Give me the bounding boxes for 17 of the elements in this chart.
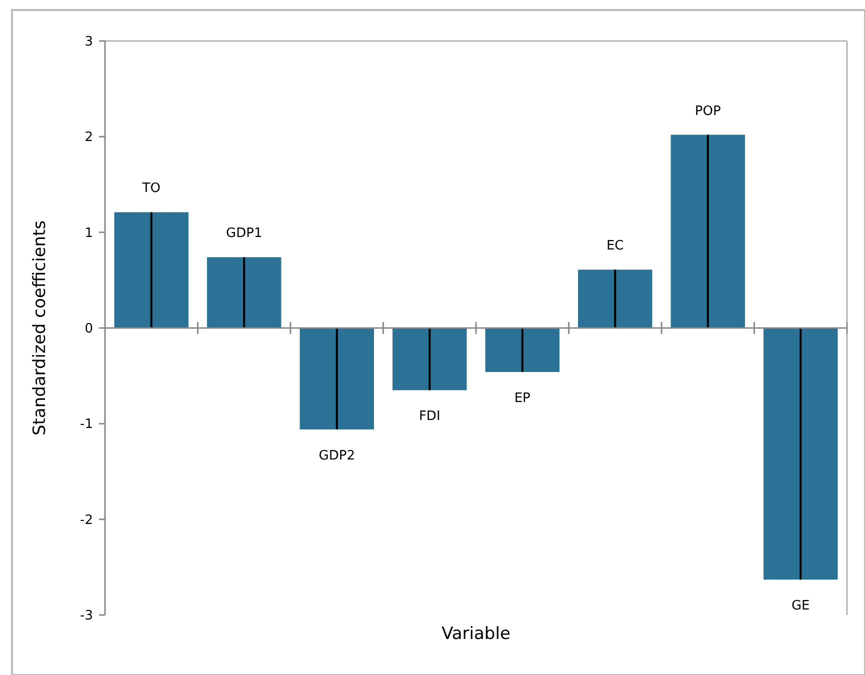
y-tick-label: -3 [80,608,93,624]
x-tick-label: EP [514,391,531,406]
x-tick-label: EC [606,238,624,254]
y-tick-label: -2 [80,512,93,528]
x-tick-label: TO [141,181,160,196]
y-tick-label: 0 [84,322,93,337]
y-tick-label: 1 [84,226,93,241]
y-tick-label: 3 [84,34,93,50]
x-tick-label: FDI [418,409,440,424]
x-tick-label: GE [791,598,810,614]
y-axis-title: Standardized coefficients [30,220,50,436]
y-tick-label: -1 [80,417,93,432]
x-tick-label: GDP1 [226,226,262,242]
x-tick-label: POP [694,104,721,119]
y-tick-label: 2 [84,130,93,146]
x-tick-label: GDP2 [318,448,355,464]
x-axis-title: Variable [442,624,510,644]
